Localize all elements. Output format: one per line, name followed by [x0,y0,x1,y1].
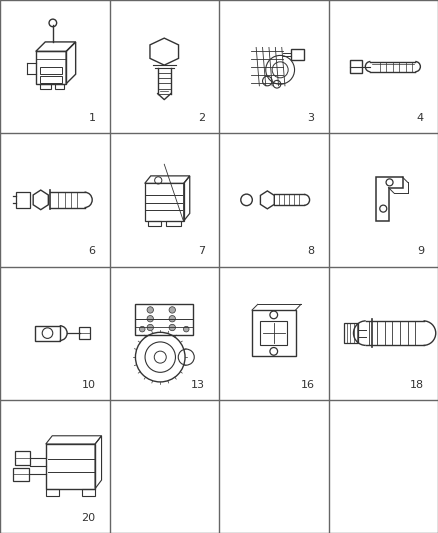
Circle shape [139,326,145,332]
Text: 6: 6 [88,246,95,256]
Circle shape [147,306,153,313]
Circle shape [184,326,189,332]
Text: 4: 4 [417,113,424,123]
Circle shape [147,324,153,330]
Text: 7: 7 [198,246,205,256]
Text: 20: 20 [81,513,95,523]
Circle shape [169,306,176,313]
Text: 3: 3 [307,113,314,123]
Circle shape [147,316,153,322]
Text: 8: 8 [307,246,314,256]
Text: 13: 13 [191,379,205,390]
Text: 1: 1 [88,113,95,123]
Circle shape [169,324,176,330]
Text: 9: 9 [417,246,424,256]
Text: 18: 18 [410,379,424,390]
Text: 16: 16 [300,379,314,390]
Text: 2: 2 [198,113,205,123]
Circle shape [169,316,176,322]
Text: 10: 10 [81,379,95,390]
